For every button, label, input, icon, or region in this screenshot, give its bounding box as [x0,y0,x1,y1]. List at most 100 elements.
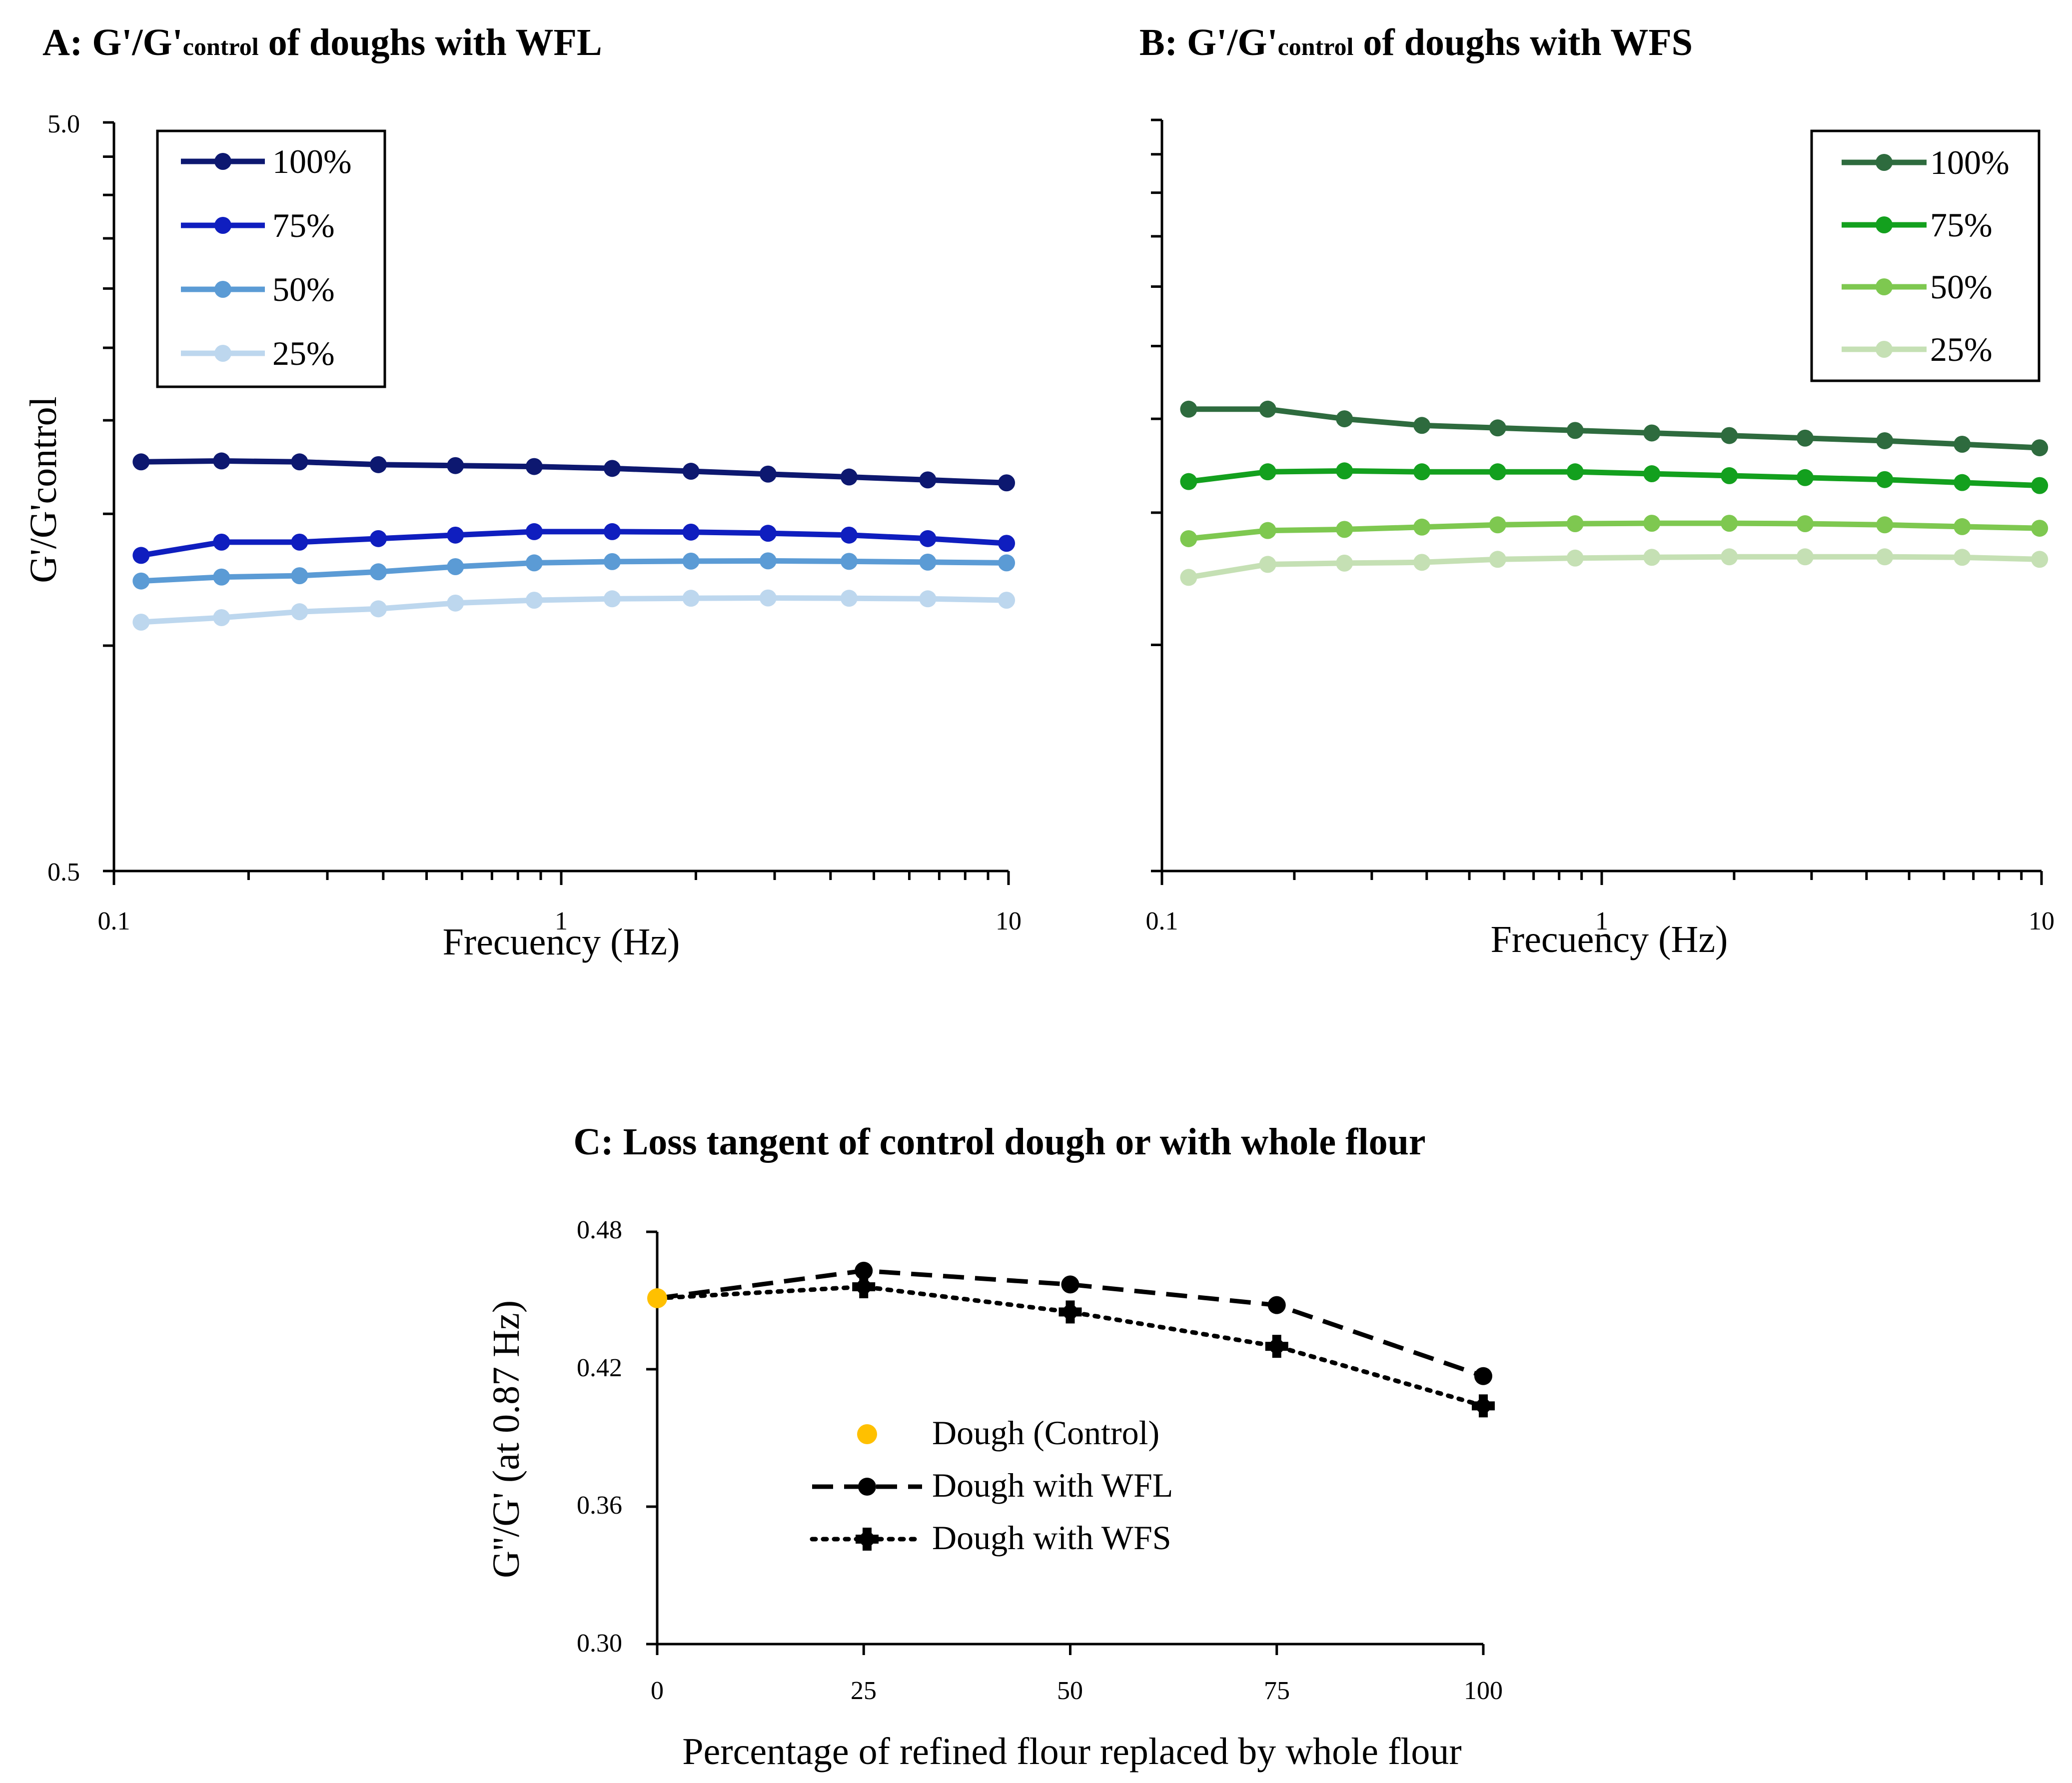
panel-b-point-100 [1259,400,1276,418]
panel-b-point-100 [1721,427,1738,444]
panel-b-point-75 [1954,474,1971,491]
panel-a-series-line-75 [140,529,1007,558]
panel-a-legend: 100% 75% 50% 25% [156,129,386,388]
panel-c-ytick-1: 0.42 [577,1354,622,1382]
panel-b-series-line-75 [1188,468,2040,489]
panel-b: B: G'/G'control of doughs with WFS 0.1 1… [1139,21,2055,960]
panel-b-point-50 [1566,515,1584,533]
panel-b-point-25 [1413,554,1431,571]
panel-a-legend-swatch-marker-75 [214,217,231,234]
panel-a-legend-label-100: 100% [272,142,352,180]
panel-a-xtick-0: 0.1 [98,907,130,935]
panel-a-point-100 [291,453,308,471]
panel-b-legend-swatch-marker-100 [1876,154,1893,171]
panel-a-point-100 [840,468,858,486]
panel-a-point-100 [682,463,700,480]
panel-a-point-75 [759,525,777,542]
panel-a-xtick-1: 1 [555,907,568,935]
panel-b-point-100 [1566,422,1584,439]
panel-c-legend-label-control: Dough (Control) [932,1414,1159,1452]
panel-b-point-100 [1796,429,1814,447]
panel-b-series-line-25 [1188,554,2040,580]
panel-a-point-50 [840,553,858,570]
panel-a-point-25 [291,603,308,621]
panel-b-point-25 [1336,554,1353,572]
panel-c-xtick-75: 75 [1264,1677,1290,1705]
panel-b-point-25 [1796,548,1814,566]
panel-c-xtick-25: 25 [851,1677,877,1705]
panel-a-point-100 [998,474,1016,492]
panel-b-point-50 [1336,521,1353,538]
panel-c-series-line-wfl [657,1268,1484,1379]
panel-b-xlabel: Frecuency (Hz) [1491,918,1728,960]
panel-c-point-wfl [1267,1296,1286,1314]
panel-a-point-25 [447,594,464,612]
panel-b-legend-swatch-marker-75 [1876,216,1893,233]
panel-b-point-75 [1413,463,1431,481]
panel-b-point-75 [1489,463,1506,481]
panel-b-point-100 [1954,435,1971,453]
panel-c-legend-marker-wfl [858,1478,876,1496]
panel-a-point-50 [682,552,700,570]
panel-a-point-75 [447,526,464,544]
panel-a-point-100 [525,458,543,475]
panel-b-point-100 [1413,417,1431,434]
panel-b-title: B: G'/G'control of doughs with WFS [1139,21,1693,63]
panel-a-series-line-25 [140,595,1007,625]
panel-a-point-25 [370,600,387,618]
panel-a-point-50 [525,554,543,572]
panel-b-legend-label-50: 50% [1930,268,1993,306]
panel-b-point-100 [1489,419,1506,437]
panel-a-legend-label-25: 25% [272,334,335,372]
panel-a-title: A: G'/G'control of doughs with WFL [42,21,602,63]
panel-b-point-75 [1336,462,1353,480]
panel-a-point-75 [919,530,937,547]
panel-a-point-100 [132,453,150,471]
panel-a-ylabel: G'/G'control [22,396,64,583]
panel-c-ytick-0: 0.48 [577,1216,622,1244]
panel-a-point-75 [370,530,387,547]
panel-b-legend: 100% 75% 50% 25% [1810,129,2041,382]
panel-b-point-25 [1876,548,1894,566]
panel-c-series [647,1261,1495,1418]
panel-c-legend-marker-control [857,1424,877,1444]
panel-c-xtick-50: 50 [1057,1677,1083,1705]
panel-a-point-50 [291,567,308,585]
panel-b-point-50 [1643,515,1661,532]
panel-a-point-75 [525,523,543,540]
panel-b-point-25 [1180,569,1197,586]
panel-a-xtick-2: 10 [996,907,1022,935]
panel-a-point-75 [213,533,230,551]
panel-a-point-25 [525,592,543,609]
panel-b-legend-label-100: 100% [1930,143,2010,181]
panel-b-xtick-2: 10 [2029,907,2055,935]
panel-b-point-50 [1180,530,1197,547]
panel-b-point-25 [1259,556,1276,573]
panel-a-point-100 [447,457,464,474]
panel-c-ytick-3: 0.30 [577,1629,622,1658]
panel-c-series-line-wfs [655,1284,1486,1408]
panel-a-point-50 [998,554,1016,572]
panel-a-point-50 [132,572,150,590]
panel-a-point-25 [998,592,1016,609]
panel-b-legend-box [1810,129,2041,382]
panel-a-legend-swatch-marker-25 [214,345,231,362]
panel-a-point-25 [919,590,937,608]
panel-a-series [132,452,1016,631]
panel-a: A: G'/G'control of doughs with WFL 5.0 0… [22,21,1022,963]
panel-b-point-75 [1876,471,1894,488]
panel-b-point-50 [1796,515,1814,533]
panel-b-point-50 [1413,518,1431,536]
panel-b-point-75 [1566,463,1584,481]
panel-b-legend-swatch-marker-50 [1876,278,1893,295]
panel-b-legend-label-75: 75% [1930,206,1993,244]
panel-c-legend: Dough (Control) Dough with WFL Dough wit… [810,1414,1173,1557]
panel-a-point-25 [840,590,858,607]
panel-a-point-100 [370,456,387,473]
panel-b-point-25 [1721,548,1738,566]
panel-a-xlabel: Frecuency (Hz) [443,921,680,963]
panel-a-legend-label-75: 75% [272,206,335,244]
panel-c-legend-label-wfl: Dough with WFL [932,1466,1173,1504]
panel-a-point-50 [919,553,937,571]
panel-c-legend-marker-wfs-h [856,1535,879,1544]
